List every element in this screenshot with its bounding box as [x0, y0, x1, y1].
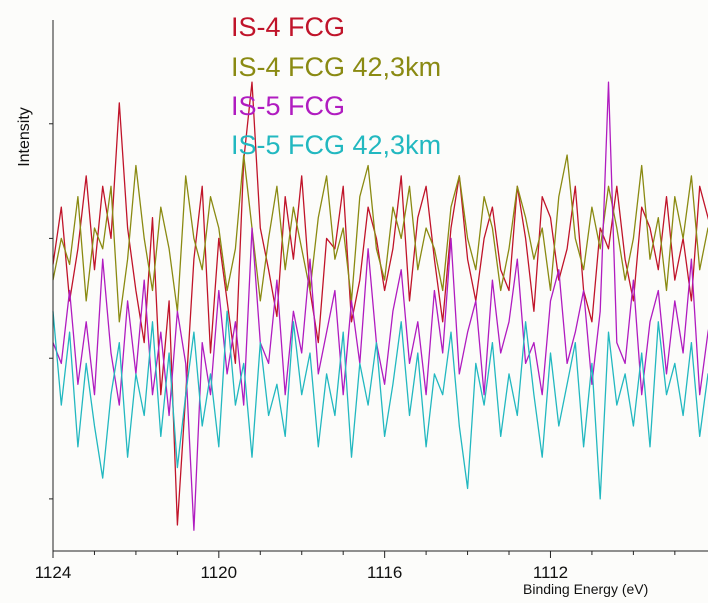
x-axis-label: Binding Energy (eV) [523, 581, 648, 597]
series-line-1 [52, 154, 708, 323]
series-line-2 [52, 81, 708, 531]
x-tick-label: 1120 [201, 563, 238, 582]
y-axis-ticks [49, 123, 53, 500]
legend-item-is4-fcg-42km: IS-4 FCG 42,3km [231, 52, 441, 82]
x-axis-ticks: 1124 1120 1116 1112 [35, 551, 676, 582]
legend-item-is5-fcg-42km: IS-5 FCG 42,3km [231, 130, 441, 160]
legend-item-is5-fcg: IS-5 FCG [231, 91, 345, 121]
legend-item-is4-fcg: IS-4 FCG [231, 12, 345, 42]
y-axis-label: Intensity [16, 107, 33, 167]
series-group [52, 81, 708, 531]
series-line-3 [52, 310, 708, 500]
x-tick-label: 1112 [533, 563, 568, 582]
x-tick-label: 1124 [35, 563, 72, 582]
x-tick-label: 1116 [367, 563, 402, 582]
legend: IS-4 FCG IS-4 FCG 42,3km IS-5 FCG IS-5 F… [231, 12, 441, 160]
